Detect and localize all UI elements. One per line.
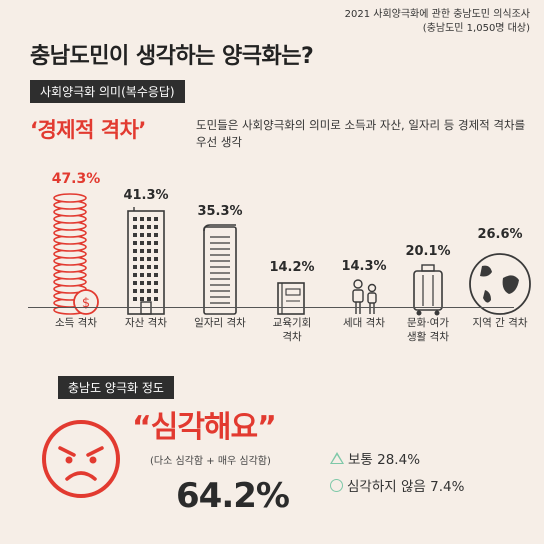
category-label: 일자리 격차 xyxy=(185,316,255,330)
category-label-line: 지역 간 격차 xyxy=(472,317,528,329)
category-label: 자산 격차 xyxy=(111,316,181,330)
headline-description: 도민들은 사회양극화의 의미로 소득과 자산, 일자리 등 경제적 격차를 우선… xyxy=(196,118,526,149)
angry-face-icon xyxy=(42,420,120,498)
bar-value-label: 41.3% xyxy=(123,188,169,203)
bar-value-label: 14.3% xyxy=(341,259,387,274)
document-icon xyxy=(188,223,252,316)
coins-icon: $ xyxy=(44,191,108,316)
bar-item-4: 14.2% xyxy=(260,156,324,316)
category-label-line: 세대 격차 xyxy=(343,317,385,329)
globe-icon xyxy=(468,246,532,316)
survey-note-line2: (충남도민 1,050명 대상) xyxy=(422,23,530,34)
svg-text:$: $ xyxy=(82,296,90,311)
chart-baseline xyxy=(28,307,514,308)
category-label-line: 문화·여가 xyxy=(407,317,449,329)
other-response-not-serious-text: 심각하지 않음 7.4% xyxy=(347,479,465,495)
other-response-normal-text: 보통 28.4% xyxy=(348,452,421,468)
bar-item-1: $47.3% xyxy=(44,156,108,316)
building-icon xyxy=(114,207,178,316)
bar-chart: $47.3% 41.3% 35.3% 14.2% 14.3% 20.1% 26.6% xyxy=(28,156,531,316)
page-title: 충남도민이 생각하는 양극화는? xyxy=(30,44,314,69)
bar-value-label: 35.3% xyxy=(197,204,243,219)
book-icon xyxy=(260,279,324,316)
bar-value-label: 47.3% xyxy=(51,171,101,187)
category-label: 세대 격차 xyxy=(329,316,399,330)
bar-value-label: 26.6% xyxy=(477,227,523,242)
other-response-normal: 보통 28.4% xyxy=(330,448,420,468)
survey-note-line1: 2021 사회양극화에 관한 충남도민 의식조사 xyxy=(344,9,530,20)
category-label: 소득 격차 xyxy=(41,316,111,330)
bar-item-6: 20.1% xyxy=(396,156,460,316)
triangle-icon xyxy=(330,452,344,464)
category-label-line: 교육기회 xyxy=(272,317,312,329)
bar-item-2: 41.3% xyxy=(114,156,178,316)
category-label-line: 격차 xyxy=(282,331,302,343)
people-icon xyxy=(332,278,396,316)
other-response-not-serious: 심각하지 않음 7.4% xyxy=(330,475,464,495)
luggage-icon xyxy=(396,263,460,316)
bar-item-7: 26.6% xyxy=(468,156,532,316)
category-label-line: 자산 격차 xyxy=(125,317,167,329)
category-label-line: 일자리 격차 xyxy=(194,317,246,329)
circle-icon xyxy=(330,478,343,492)
severity-quote-sub: (다소 심각함 + 매우 심각함) xyxy=(150,456,271,467)
severity-value: 64.2% xyxy=(176,476,290,516)
category-label: 지역 간 격차 xyxy=(465,316,535,330)
survey-note: 2021 사회양극화에 관한 충남도민 의식조사 (충남도민 1,050명 대상… xyxy=(345,8,530,36)
section-label-meaning: 사회양극화 의미(복수응답) xyxy=(30,80,185,103)
section-label-severity: 충남도 양극화 정도 xyxy=(58,376,174,399)
bar-value-label: 14.2% xyxy=(269,260,315,275)
headline: ‘경제적 격차’ xyxy=(30,118,146,142)
bar-value-label: 20.1% xyxy=(405,244,451,259)
severity-quote: “심각해요” xyxy=(132,410,277,445)
bar-item-3: 35.3% xyxy=(188,156,252,316)
category-label-line: 소득 격차 xyxy=(55,317,97,329)
category-label-line: 생활 격차 xyxy=(407,331,449,343)
bar-item-5: 14.3% xyxy=(332,156,396,316)
